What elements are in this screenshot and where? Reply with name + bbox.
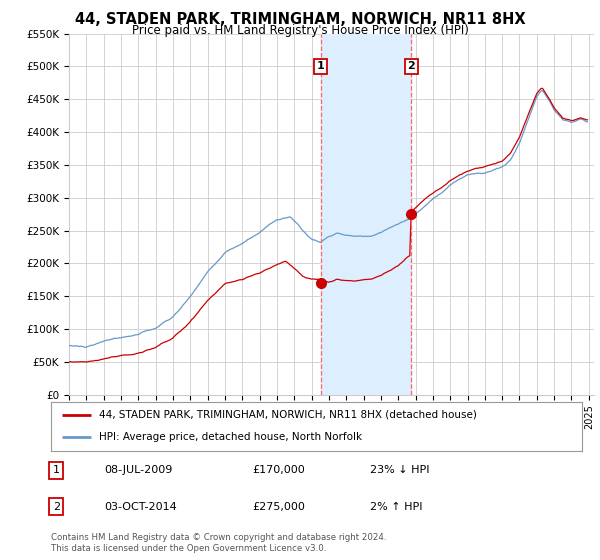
Text: 23% ↓ HPI: 23% ↓ HPI xyxy=(370,465,429,475)
Text: 03-OCT-2014: 03-OCT-2014 xyxy=(104,502,177,511)
Text: 2: 2 xyxy=(53,502,60,511)
Text: 1: 1 xyxy=(53,465,60,475)
Text: 1: 1 xyxy=(317,62,325,72)
Text: 08-JUL-2009: 08-JUL-2009 xyxy=(104,465,172,475)
Text: 2: 2 xyxy=(407,62,415,72)
Text: Contains HM Land Registry data © Crown copyright and database right 2024.
This d: Contains HM Land Registry data © Crown c… xyxy=(51,533,386,553)
Text: 2% ↑ HPI: 2% ↑ HPI xyxy=(370,502,422,511)
Text: HPI: Average price, detached house, North Norfolk: HPI: Average price, detached house, Nort… xyxy=(99,432,362,442)
Bar xyxy=(320,34,411,395)
Text: 44, STADEN PARK, TRIMINGHAM, NORWICH, NR11 8HX (detached house): 44, STADEN PARK, TRIMINGHAM, NORWICH, NR… xyxy=(99,410,476,420)
Text: 44, STADEN PARK, TRIMINGHAM, NORWICH, NR11 8HX: 44, STADEN PARK, TRIMINGHAM, NORWICH, NR… xyxy=(74,12,526,27)
Text: £170,000: £170,000 xyxy=(253,465,305,475)
Text: £275,000: £275,000 xyxy=(253,502,305,511)
Text: Price paid vs. HM Land Registry's House Price Index (HPI): Price paid vs. HM Land Registry's House … xyxy=(131,24,469,37)
